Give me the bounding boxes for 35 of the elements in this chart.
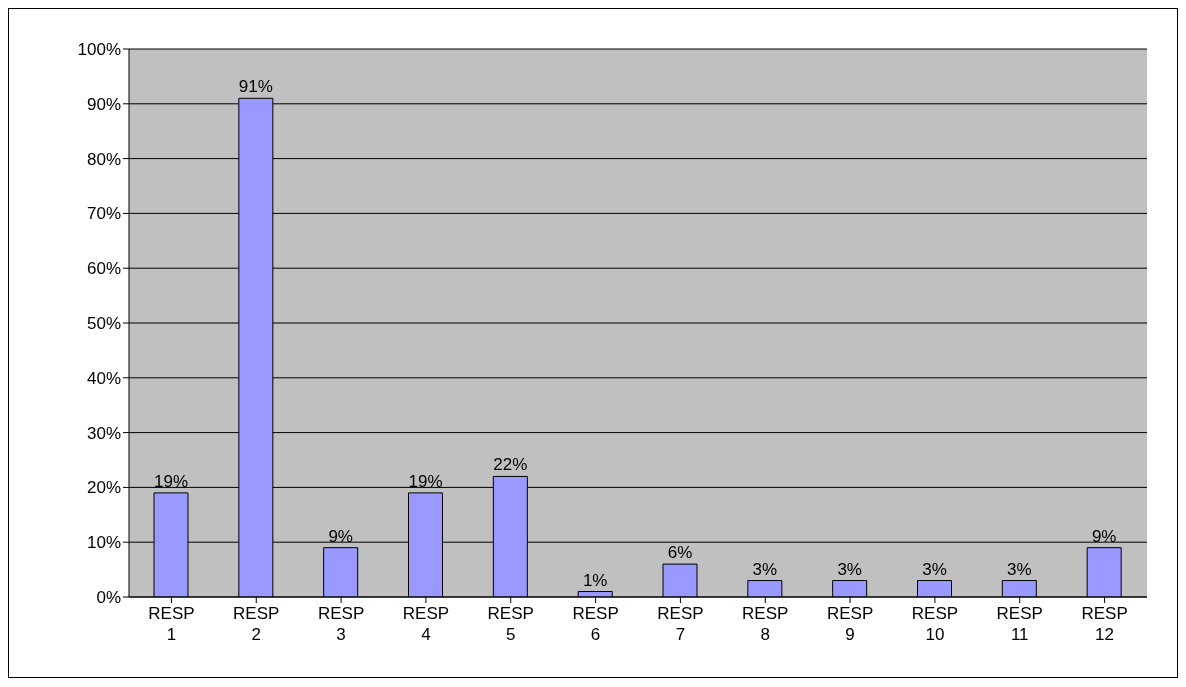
y-tick-label: 70% — [86, 204, 121, 224]
x-tick-label: RESP 11 — [996, 604, 1043, 644]
data-label: 91% — [238, 77, 273, 97]
y-tick-label: 0% — [96, 588, 121, 608]
y-tick-label: 20% — [86, 478, 121, 498]
data-label: 22% — [493, 455, 528, 475]
data-label: 19% — [408, 471, 443, 491]
x-tick-label: RESP 12 — [1081, 604, 1128, 644]
y-tick-label: 30% — [86, 423, 121, 443]
data-label: 3% — [922, 559, 947, 579]
x-tick-label: RESP 8 — [742, 604, 789, 644]
x-tick-label: RESP 2 — [233, 604, 280, 644]
data-label: 3% — [1007, 559, 1032, 579]
y-tick-label: 90% — [86, 94, 121, 114]
x-tick-label: RESP 9 — [826, 604, 874, 644]
data-label: 19% — [153, 471, 189, 491]
data-label: 1% — [582, 570, 608, 590]
x-tick-label: RESP 7 — [657, 604, 704, 644]
y-tick-label: 60% — [86, 259, 121, 279]
data-label: 3% — [752, 559, 778, 579]
data-label: 6% — [667, 543, 693, 563]
x-tick-label: RESP 5 — [487, 604, 534, 644]
x-tick-label: RESP 4 — [402, 604, 450, 644]
x-tick-label: RESP 6 — [572, 604, 619, 644]
y-tick-label: 80% — [86, 149, 121, 169]
x-tick-label: RESP 10 — [911, 604, 959, 644]
y-tick-label: 40% — [86, 368, 121, 388]
x-tick-label: RESP 3 — [317, 604, 365, 644]
x-tick-label: RESP 1 — [148, 604, 195, 644]
y-tick-label: 10% — [86, 533, 121, 553]
y-tick-label: 100% — [77, 40, 121, 60]
data-label: 9% — [328, 526, 353, 546]
data-label: 3% — [837, 559, 862, 579]
data-label: 9% — [1091, 526, 1117, 546]
y-tick-label: 50% — [86, 314, 121, 334]
